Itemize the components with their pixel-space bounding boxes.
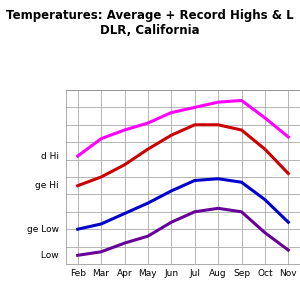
- Text: d Hi: d Hi: [41, 152, 59, 160]
- Text: ge Low: ge Low: [27, 225, 59, 234]
- Text: ge Hi: ge Hi: [35, 181, 59, 190]
- Text: Low: Low: [38, 251, 59, 260]
- Text: Temperatures: Average + Record Highs & L
DLR, California: Temperatures: Average + Record Highs & L…: [6, 9, 294, 37]
